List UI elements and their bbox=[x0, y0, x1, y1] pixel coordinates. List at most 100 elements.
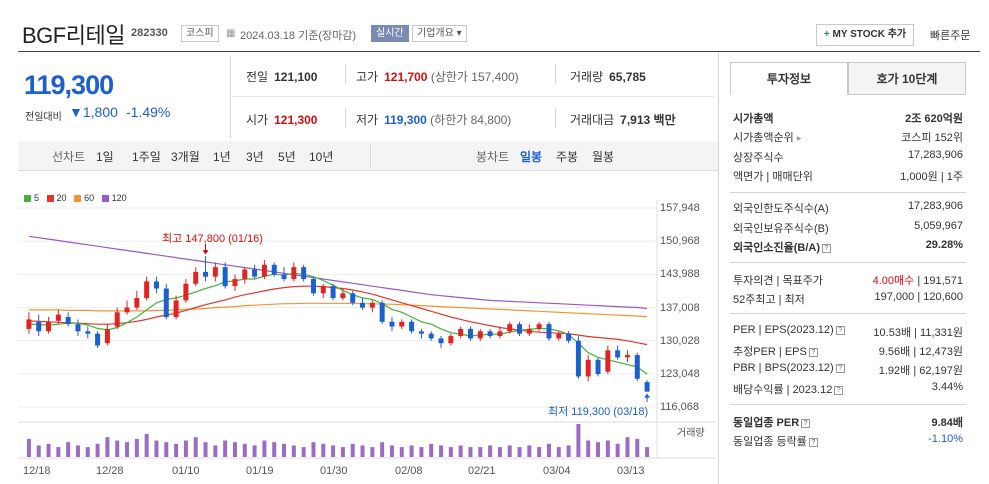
volume-bar bbox=[468, 447, 473, 457]
period-tab-10y[interactable]: 10년 bbox=[309, 150, 334, 164]
candle bbox=[134, 290, 140, 310]
help-icon[interactable]: ? bbox=[834, 385, 844, 395]
period-tab-1w[interactable]: 1주일 bbox=[132, 150, 161, 164]
quick-order-button[interactable]: 빠른주문 bbox=[930, 30, 971, 42]
candle bbox=[163, 283, 169, 320]
candle bbox=[340, 288, 346, 301]
realtime-button[interactable]: 실시간 bbox=[371, 25, 409, 42]
candle-body bbox=[428, 333, 434, 339]
ma20-line bbox=[28, 285, 648, 346]
ma5-line bbox=[28, 272, 648, 375]
help-icon[interactable]: ? bbox=[808, 347, 818, 357]
base-date: 2024.03.18 기준(장마감) bbox=[240, 30, 357, 42]
volume-bar bbox=[507, 445, 512, 457]
x-tick: 12/18 bbox=[23, 465, 51, 477]
candle bbox=[291, 262, 297, 282]
divider bbox=[555, 108, 556, 128]
mystock-add-button[interactable]: + MY STOCK 추가 bbox=[816, 24, 914, 46]
candle-body bbox=[467, 328, 473, 339]
volume-bar bbox=[134, 438, 139, 457]
candle bbox=[487, 328, 493, 339]
period-tab-bar bbox=[18, 141, 718, 171]
candle bbox=[271, 262, 277, 277]
y-tick: 130,028 bbox=[660, 335, 700, 347]
candle-body bbox=[75, 324, 81, 332]
stock-name[interactable]: BGF리테일 bbox=[22, 23, 125, 48]
candle-body bbox=[360, 302, 366, 308]
period-tab-3m[interactable]: 3개월 bbox=[171, 150, 200, 164]
divider bbox=[730, 192, 966, 193]
y-tick: 143,988 bbox=[660, 268, 700, 280]
high-annotation: 최고 147,800 (01/16) bbox=[162, 233, 263, 245]
volume-bar bbox=[566, 445, 571, 457]
chevron-right-icon: ▶ bbox=[796, 135, 802, 142]
candle-body bbox=[517, 324, 523, 334]
candle bbox=[222, 262, 228, 289]
help-icon[interactable]: ? bbox=[801, 418, 811, 428]
candle bbox=[183, 279, 189, 303]
candle-body bbox=[566, 333, 572, 341]
row-market-cap-rank[interactable]: 시가총액순위 ▶ 코스피 152위 bbox=[733, 132, 963, 144]
candle bbox=[26, 312, 32, 334]
volume-bar bbox=[144, 433, 149, 457]
period-tab-1y[interactable]: 1년 bbox=[213, 150, 231, 164]
chevron-down-icon: ▾ bbox=[453, 28, 462, 39]
annotations bbox=[202, 244, 651, 402]
period-tab-3y[interactable]: 3년 bbox=[246, 150, 264, 164]
candle-body bbox=[409, 321, 415, 332]
candle bbox=[624, 350, 630, 363]
volume-bar bbox=[497, 447, 502, 457]
period-tab-5y[interactable]: 5년 bbox=[278, 150, 296, 164]
volume-bar bbox=[615, 443, 620, 457]
help-icon[interactable]: ? bbox=[822, 243, 831, 253]
volume-bar bbox=[527, 445, 532, 457]
down-arrow-icon bbox=[202, 250, 209, 255]
volume-bar bbox=[223, 440, 228, 457]
divider bbox=[730, 313, 966, 314]
volume-bar bbox=[193, 437, 198, 457]
candle-tab-daily[interactable]: 일봉 bbox=[520, 150, 543, 164]
volume-bar bbox=[350, 443, 355, 457]
company-overview-button[interactable]: 기업개요 ▾ bbox=[412, 25, 467, 42]
help-icon[interactable]: ? bbox=[808, 437, 818, 447]
help-icon[interactable]: ? bbox=[835, 325, 845, 335]
period-tab-1d[interactable]: 1일 bbox=[96, 150, 114, 164]
volume-bar bbox=[331, 445, 336, 457]
volume-bar bbox=[105, 437, 110, 457]
volume-bar bbox=[321, 443, 326, 457]
candle bbox=[536, 321, 542, 332]
volume-bar bbox=[399, 447, 404, 457]
volume-bar bbox=[409, 445, 414, 457]
candle bbox=[428, 331, 434, 341]
volume-bar bbox=[635, 438, 640, 457]
candle bbox=[379, 300, 385, 325]
line-chart-label: 선차트 bbox=[52, 150, 86, 164]
tab-investment-info[interactable]: 투자정보 bbox=[730, 62, 848, 95]
candle bbox=[261, 260, 267, 280]
candle-body bbox=[369, 302, 375, 308]
change-value: ▼1,800 bbox=[69, 104, 118, 120]
volume-bar bbox=[164, 442, 169, 457]
volume-bar bbox=[537, 447, 542, 457]
x-tick: 12/28 bbox=[96, 465, 124, 477]
volume-bar bbox=[183, 440, 188, 457]
row-est-per-eps: 추정PER | EPS? 9.56배 | 12,473원 bbox=[733, 346, 963, 358]
candle bbox=[369, 300, 375, 313]
candle-body bbox=[585, 359, 591, 377]
candle bbox=[85, 326, 91, 339]
volume-bar bbox=[488, 445, 493, 457]
candle bbox=[46, 317, 52, 334]
candle bbox=[36, 314, 42, 337]
candle-body bbox=[458, 328, 464, 337]
candle-body bbox=[85, 331, 91, 334]
candle-tab-weekly[interactable]: 주봉 bbox=[556, 150, 579, 164]
candle-body bbox=[379, 302, 385, 322]
tab-orderbook[interactable]: 호가 10단계 bbox=[848, 62, 966, 95]
candle bbox=[124, 300, 130, 315]
help-icon[interactable]: ? bbox=[835, 363, 845, 373]
candle bbox=[497, 326, 503, 339]
candle-tab-monthly[interactable]: 월봉 bbox=[592, 150, 615, 164]
volume-bar bbox=[429, 443, 434, 457]
volume-bar bbox=[242, 443, 247, 457]
